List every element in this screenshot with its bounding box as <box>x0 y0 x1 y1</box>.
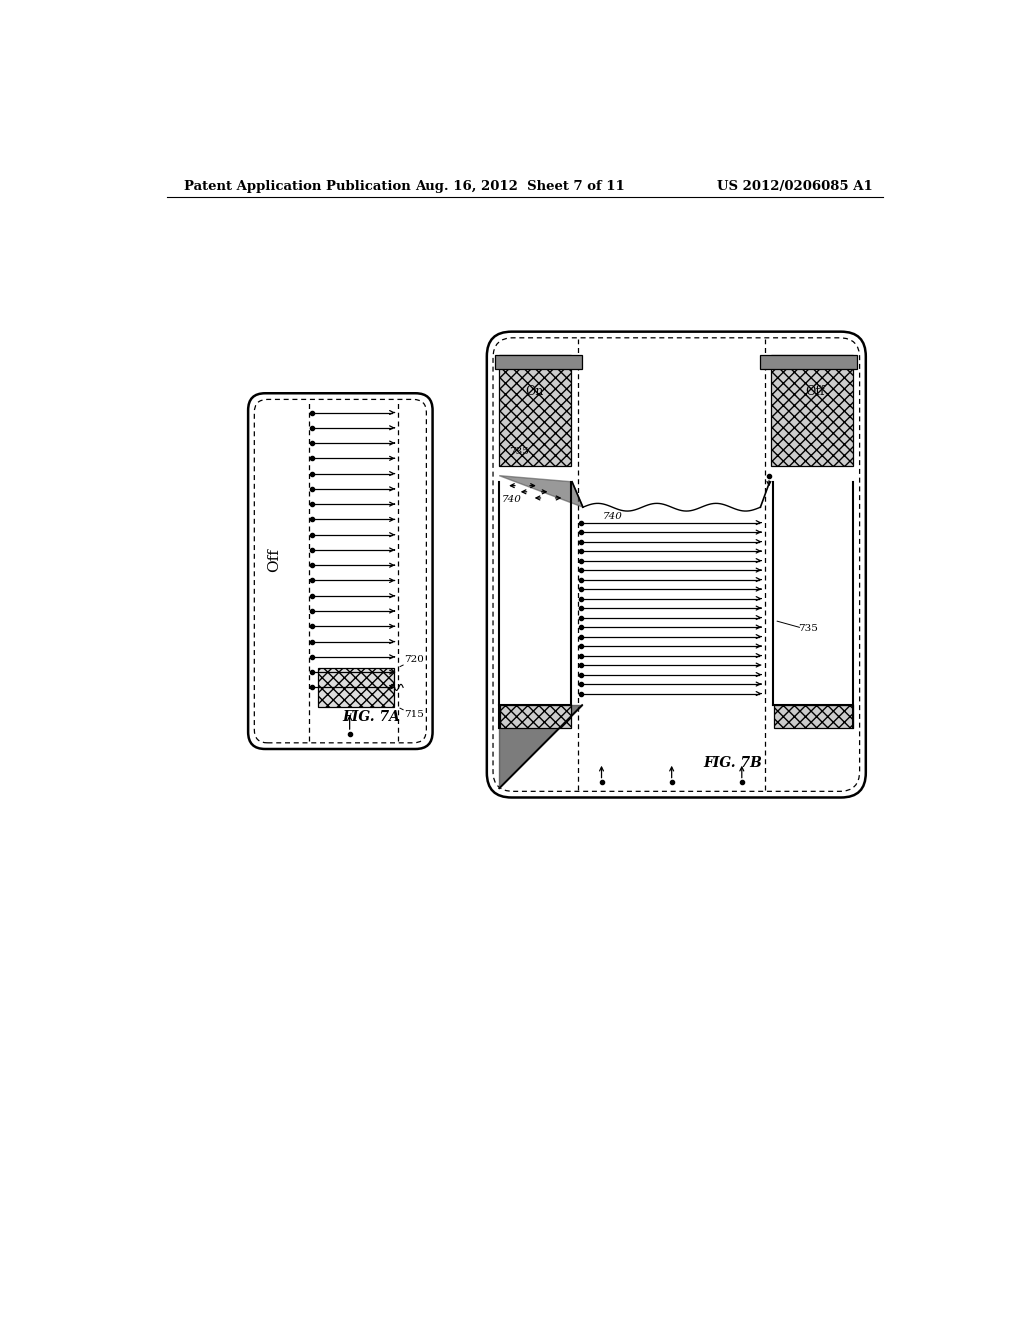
Bar <box>773 705 853 729</box>
FancyBboxPatch shape <box>486 331 866 797</box>
Text: FIG. 7B: FIG. 7B <box>703 756 763 770</box>
Bar <box>500 355 570 466</box>
Text: Patent Application Publication: Patent Application Publication <box>183 181 411 194</box>
Text: 735: 735 <box>798 623 817 632</box>
Text: Off: Off <box>266 548 281 572</box>
Text: 735: 735 <box>509 446 529 455</box>
Polygon shape <box>500 475 583 507</box>
Text: US 2012/0206085 A1: US 2012/0206085 A1 <box>717 181 872 194</box>
Bar <box>771 355 853 466</box>
Bar <box>496 355 583 368</box>
Text: 715: 715 <box>403 710 424 719</box>
Polygon shape <box>500 705 583 788</box>
Text: FIG. 7A: FIG. 7A <box>343 710 400 723</box>
Text: On: On <box>525 385 544 399</box>
Text: 740: 740 <box>603 512 623 521</box>
Bar <box>500 705 570 729</box>
Text: 720: 720 <box>403 655 424 664</box>
Text: 740: 740 <box>502 495 521 504</box>
Text: Aug. 16, 2012  Sheet 7 of 11: Aug. 16, 2012 Sheet 7 of 11 <box>415 181 625 194</box>
FancyBboxPatch shape <box>248 393 432 748</box>
Text: Off: Off <box>806 385 825 399</box>
Bar <box>317 668 394 706</box>
Bar <box>760 355 857 368</box>
